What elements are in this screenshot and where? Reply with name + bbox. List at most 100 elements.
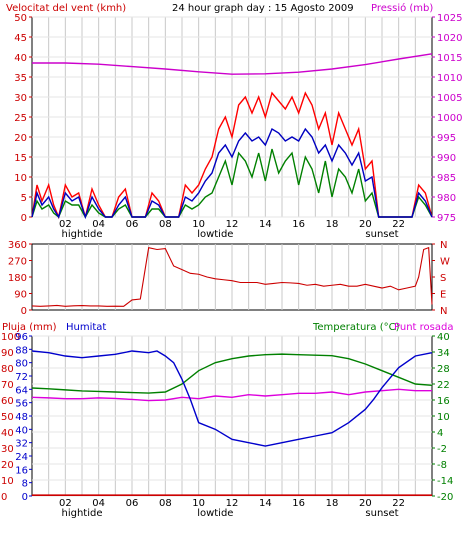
x-tick-label: 06 [126,219,139,230]
hightide-marker: hightide [61,508,102,519]
rain-axis-tick-label: 20 [1,460,14,471]
rain-axis-tick-label: 100 [1,332,20,343]
compass-axis-tick-label: N [440,306,447,317]
pressure-axis-tick-label: 1020 [437,33,462,44]
humidity-axis-tick-label: 88 [15,345,28,356]
x-tick-label: 12 [226,219,239,230]
pressure-axis-tick-label: 980 [437,193,456,204]
rain-axis-tick-label: 50 [1,412,14,423]
direction-axis-tick-label: 90 [14,290,27,301]
compass-axis-tick-label: N [440,240,447,251]
gust-series-line [31,91,433,220]
pressure-axis-tick-label: 1005 [437,93,462,104]
temperature-axis-tick-label: -20 [437,492,453,503]
pressure-axis-label: Pressió (mb) [371,2,433,14]
wind-axis-label: Velocitat del vent (kmh) [6,3,126,14]
pressure-axis-tick-label: 1015 [437,53,462,64]
compass-axis-tick-label: W [440,257,450,268]
x-tick-label: 14 [259,498,272,509]
temperature-axis-tick-label: 28 [437,364,450,375]
direction-axis-tick-label: 180 [8,273,27,284]
pressure-axis-tick-label: 975 [437,213,456,224]
x-tick-label: 20 [359,498,372,509]
temperature-axis-label: Temperatura (°C) [312,322,400,333]
temperature-axis-tick-label: 10 [437,412,450,423]
wind-axis-tick-label: 20 [14,133,27,144]
x-tick-label: 06 [126,498,139,509]
wind-axis-tick-label: 35 [14,73,27,84]
pressure-axis-tick-label: 990 [437,153,456,164]
temperature-axis-tick-label: 4 [437,428,443,439]
humidity-axis-tick-label: 40 [15,425,28,436]
compass-axis-tick-label: E [440,290,446,301]
wind-axis-tick-label: 40 [14,53,27,64]
sunset-marker: sunset [365,508,398,519]
x-tick-label: 22 [392,219,405,230]
humidity-axis-tick-label: 48 [15,412,28,423]
humidity-axis-tick-label: 64 [15,385,28,396]
temperature-axis-tick-label: 34 [437,348,450,359]
sunset-marker: sunset [365,229,398,240]
direction-axis-tick-label: 270 [8,257,27,268]
chart-title: 24 hour graph day : 15 Agosto 2009 [172,3,354,14]
rain-axis-tick-label: 70 [1,380,14,391]
wind-axis-tick-label: 30 [14,93,27,104]
wind-axis-tick-label: 5 [21,193,27,204]
wind-series-line [31,127,433,220]
rain-axis-tick-label: 60 [1,396,14,407]
x-tick-label: 08 [159,219,172,230]
x-tick-label: 04 [92,219,105,230]
wind-axis-tick-label: 15 [14,153,27,164]
x-tick-label: 14 [259,219,272,230]
humidity-axis-label: Humitat [66,322,106,333]
humidity-axis-tick-label: 8 [22,479,28,490]
x-tick-label: 20 [359,219,372,230]
temperature-axis-tick-label: 22 [437,380,450,391]
x-tick-label: 16 [292,498,305,509]
humidity-series-line [31,350,433,447]
rain-axis-tick-label: 90 [1,348,14,359]
hightide-marker: hightide [61,229,102,240]
average-series-line [31,148,433,219]
pressure-axis-tick-label: 1000 [437,113,462,124]
humidity-axis-tick-label: 56 [15,399,28,410]
rain-axis-tick-label: 30 [1,444,14,455]
humidity-axis-tick-label: 0 [22,492,28,503]
x-tick-label: 08 [159,498,172,509]
x-tick-label: 10 [192,219,205,230]
pressure-axis-tick-label: 985 [437,173,456,184]
wind-axis-tick-label: 25 [14,113,27,124]
temperature-axis-tick-label: 16 [437,396,450,407]
pressure-axis-tick-label: 1010 [437,73,462,84]
wind-axis-tick-label: 50 [14,13,27,24]
wind-axis-tick-label: 45 [14,33,27,44]
temperature-axis-tick-label: -2 [437,444,447,455]
temperature-axis-tick-label: -8 [437,460,447,471]
rain-axis-tick-label: 80 [1,364,14,375]
x-tick-label: 18 [326,219,339,230]
pressure-axis-tick-label: 995 [437,133,456,144]
pressure-axis-tick-label: 1025 [437,13,462,24]
pressure-series-line [32,53,433,75]
rain-axis-tick-label: 40 [1,428,14,439]
x-tick-label: 12 [226,498,239,509]
temperature-series-line [31,353,433,394]
direction-series-line [31,246,433,307]
x-tick-label: 16 [292,219,305,230]
temperature-axis-tick-label: -14 [437,476,453,487]
x-tick-label: 04 [92,498,105,509]
rain-axis-tick-label: 10 [1,476,14,487]
x-tick-label: 10 [192,498,205,509]
direction-axis-tick-label: 0 [21,306,27,317]
x-tick-label: 02 [59,498,72,509]
lowtide-marker: lowtide [197,508,233,519]
temperature-axis-tick-label: 40 [437,332,450,343]
direction-axis-tick-label: 360 [8,240,27,251]
lowtide-marker: lowtide [197,229,233,240]
dewpoint-series-line [31,388,432,402]
rain-axis-tick-label: 0 [1,492,7,503]
x-tick-label: 18 [326,498,339,509]
humidity-axis-tick-label: 72 [15,372,28,383]
humidity-axis-tick-label: 32 [15,439,28,450]
